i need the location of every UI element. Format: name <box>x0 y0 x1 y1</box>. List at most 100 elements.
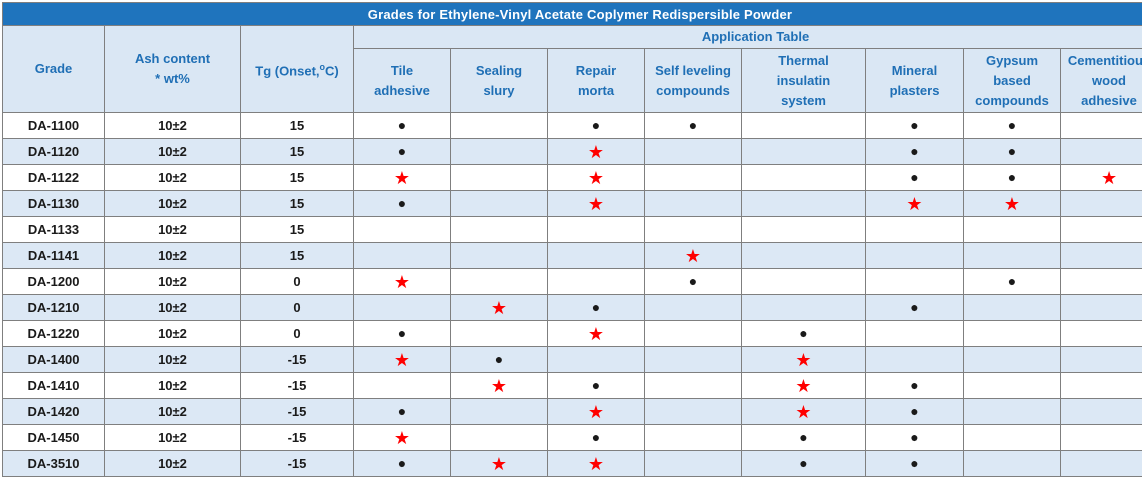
star-icon: ★ <box>906 194 922 214</box>
application-cell <box>866 321 964 347</box>
dot-icon: ● <box>910 299 918 315</box>
application-cell: ★ <box>548 191 645 217</box>
star-icon: ★ <box>1004 194 1020 214</box>
tg-cell: -15 <box>241 373 354 399</box>
ash-content-cell: 10±2 <box>105 113 241 139</box>
application-cell <box>1061 217 1142 243</box>
header-application-line: system <box>781 93 826 108</box>
application-cell: ● <box>866 165 964 191</box>
application-cell <box>866 347 964 373</box>
application-cell: ★ <box>548 399 645 425</box>
dot-icon: ● <box>689 273 697 289</box>
ash-content-cell: 10±2 <box>105 321 241 347</box>
application-cell <box>1061 269 1142 295</box>
application-cell <box>964 295 1061 321</box>
tg-cell: 0 <box>241 321 354 347</box>
grade-cell: DA-1141 <box>3 243 105 269</box>
application-cell: ● <box>354 113 451 139</box>
application-cell <box>866 217 964 243</box>
application-cell: ★ <box>742 347 866 373</box>
header-application-line: Self leveling <box>655 63 731 78</box>
star-icon: ★ <box>491 454 507 474</box>
dot-icon: ● <box>1008 143 1016 159</box>
application-cell: ● <box>964 139 1061 165</box>
application-cell: ★ <box>742 373 866 399</box>
header-application-line: slury <box>483 83 514 98</box>
header-ash-line1: Ash content <box>135 51 210 66</box>
application-cell <box>866 243 964 269</box>
tg-cell: 15 <box>241 243 354 269</box>
ash-content-cell: 10±2 <box>105 217 241 243</box>
dot-icon: ● <box>592 377 600 393</box>
application-cell: ● <box>866 139 964 165</box>
application-cell <box>742 113 866 139</box>
application-cell: ★ <box>354 425 451 451</box>
application-cell <box>1061 373 1142 399</box>
star-icon: ★ <box>588 324 604 344</box>
star-icon: ★ <box>795 350 811 370</box>
application-cell: ● <box>548 425 645 451</box>
dot-icon: ● <box>398 195 406 211</box>
application-cell: ● <box>548 113 645 139</box>
application-cell <box>548 347 645 373</box>
application-cell <box>742 139 866 165</box>
grade-cell: DA-1220 <box>3 321 105 347</box>
ash-content-cell: 10±2 <box>105 243 241 269</box>
application-cell <box>645 451 742 477</box>
star-icon: ★ <box>588 402 604 422</box>
application-cell: ● <box>866 373 964 399</box>
dot-icon: ● <box>398 143 406 159</box>
application-cell <box>964 347 1061 373</box>
application-cell <box>964 451 1061 477</box>
application-cell <box>645 347 742 373</box>
dot-icon: ● <box>592 429 600 445</box>
application-cell <box>742 191 866 217</box>
application-cell <box>451 165 548 191</box>
dot-icon: ● <box>799 429 807 445</box>
application-cell <box>645 399 742 425</box>
application-cell: ★ <box>742 399 866 425</box>
dot-icon: ● <box>910 429 918 445</box>
application-cell <box>354 295 451 321</box>
application-cell: ● <box>645 269 742 295</box>
application-cell <box>451 139 548 165</box>
dot-icon: ● <box>910 143 918 159</box>
application-cell: ● <box>548 295 645 321</box>
application-cell <box>645 165 742 191</box>
dot-icon: ● <box>1008 273 1016 289</box>
header-application-line: compounds <box>975 93 1049 108</box>
application-cell <box>645 373 742 399</box>
application-cell <box>548 269 645 295</box>
application-cell <box>1061 243 1142 269</box>
application-cell: ★ <box>645 243 742 269</box>
application-cell: ● <box>645 113 742 139</box>
grade-cell: DA-1450 <box>3 425 105 451</box>
star-icon: ★ <box>588 142 604 162</box>
grade-cell: DA-1420 <box>3 399 105 425</box>
application-cell <box>1061 191 1142 217</box>
application-cell <box>1061 399 1142 425</box>
application-cell <box>1061 451 1142 477</box>
dot-icon: ● <box>398 403 406 419</box>
application-cell: ★ <box>451 451 548 477</box>
header-application-line: Mineral <box>892 63 938 78</box>
ash-content-cell: 10±2 <box>105 347 241 373</box>
star-icon: ★ <box>685 246 701 266</box>
application-cell: ★ <box>866 191 964 217</box>
application-cell <box>1061 113 1142 139</box>
application-cell <box>354 217 451 243</box>
tg-cell: -15 <box>241 451 354 477</box>
header-tg-text: Tg (Onset, <box>255 63 319 78</box>
application-cell: ★ <box>354 269 451 295</box>
application-cell <box>645 425 742 451</box>
star-icon: ★ <box>491 298 507 318</box>
